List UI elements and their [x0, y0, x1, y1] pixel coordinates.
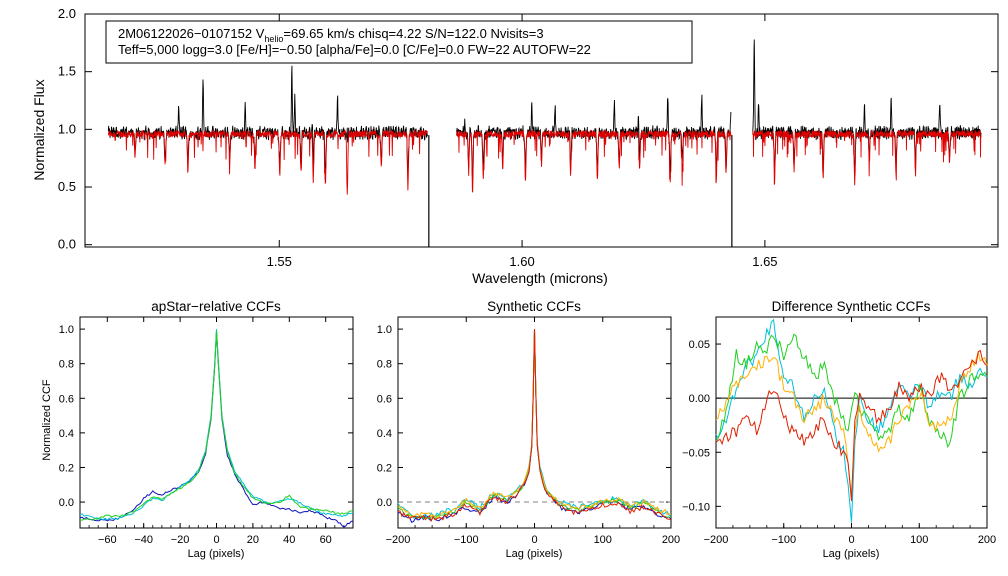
spectrum-lines	[107, 39, 982, 247]
difference-ccf-lines	[715, 318, 988, 523]
y-tick-label: 0.4	[59, 428, 74, 440]
y-tick-label: 0.05	[689, 339, 710, 351]
ccf-series-visit-1	[715, 318, 988, 523]
spectrum-panel: 1.55 1.60 1.65 0.0 0.5 1.0 1.5 2.0 2M06122026−0…	[31, 6, 999, 286]
y-tick-label: 1.5	[58, 64, 76, 79]
apstar-ccf-title: apStar−relative CCFs	[151, 299, 281, 314]
synthetic-ccf-title: Synthetic CCFs	[487, 299, 581, 314]
x-tick-label: 0	[531, 534, 537, 546]
ccf-series-visit-4	[397, 329, 672, 519]
x-tick-label: 100	[594, 534, 612, 546]
ccf-series-visit-3	[397, 329, 672, 521]
annotation-box	[105, 20, 693, 64]
x-tick-label: 200	[978, 534, 996, 546]
x-tick-label: 1.65	[752, 254, 777, 269]
x-tick-label: 60	[320, 534, 332, 546]
x-tick-label: 200	[662, 534, 680, 546]
spectrum-y-label: Normalized Flux	[31, 79, 47, 180]
spectrum-x-label: Wavelength (microns)	[472, 270, 608, 286]
annotation-line-2: Teff=5,000 logg=3.0 [Fe/H]=−0.50 [alpha/…	[118, 42, 591, 57]
x-tick-label: 0	[848, 534, 854, 546]
x-tick-label: 1.60	[509, 254, 534, 269]
y-tick-label: 0.0	[58, 237, 76, 252]
y-tick-label: 0.0	[59, 497, 74, 509]
y-tick-label: 0.8	[59, 359, 74, 371]
synthetic-ccf-lines	[397, 329, 672, 524]
y-tick-label: 0.0	[377, 497, 392, 509]
x-tick-label: 100	[910, 534, 928, 546]
apstar-ccf-x-label: Lag (pixels)	[188, 548, 245, 560]
apstar-ccf-ticks: −60 −40 −20 0 20 40 60 0.0 0.2 0.4 0.6 0.8 1.0	[59, 317, 354, 546]
y-tick-label: −0.05	[682, 447, 710, 459]
y-tick-label: −0.10	[682, 501, 710, 513]
y-tick-label: 0.4	[377, 428, 392, 440]
x-tick-label: −40	[134, 534, 153, 546]
x-tick-label: −200	[386, 534, 411, 546]
ccf-series-visit-2	[79, 329, 354, 521]
y-tick-label: 1.0	[58, 121, 76, 136]
y-tick-label: 0.00	[689, 393, 710, 405]
observed-spectrum-chip-2	[456, 94, 732, 179]
synthetic-ccf-x-label: Lag (pixels)	[506, 548, 563, 560]
apstar-ccf-panel: −60 −40 −20 0 20 40 60 0.0 0.2 0.4 0.6 0.8 1.0 apSta…	[41, 299, 354, 560]
y-tick-label: 0.5	[58, 179, 76, 194]
ccf-series-visit-5	[397, 329, 672, 523]
synthetic-spectrum-chip-1	[107, 129, 428, 195]
x-tick-label: −100	[454, 534, 479, 546]
observed-spectrum-chip-1	[107, 65, 428, 181]
synthetic-spectrum-chip-3	[752, 128, 982, 186]
x-tick-label: 20	[247, 534, 259, 546]
synthetic-ccf-panel: −200 −100 0 100 200 0.0 0.2 0.4 0.6 0.8 1.0 Synthe…	[377, 299, 680, 560]
y-tick-label: 0.2	[377, 462, 392, 474]
apstar-ccf-lines	[79, 329, 354, 528]
y-tick-label: 1.0	[59, 324, 74, 336]
ccf-series-visit-3	[715, 350, 988, 496]
synthetic-spectrum-chip-2	[456, 128, 732, 193]
x-tick-label: 0	[213, 534, 219, 546]
y-tick-label: 0.2	[59, 462, 74, 474]
ccf-series-visit-2	[397, 329, 672, 519]
x-tick-label: 40	[283, 534, 295, 546]
ccf-series-visit-1	[397, 329, 672, 524]
y-tick-label: 1.0	[377, 324, 392, 336]
difference-ccf-panel: −200 −100 0 100 200 −0.10 −0.05 0.00 0.05 Differ…	[682, 299, 996, 560]
annotation-line-1: 2M06122026−0107152 Vhelio=69.65 km/s chi…	[118, 26, 544, 44]
x-tick-label: 1.55	[267, 254, 292, 269]
apstar-ccf-frame	[79, 316, 354, 529]
x-tick-label: −60	[98, 534, 117, 546]
y-tick-label: 0.6	[59, 393, 74, 405]
difference-ccf-ticks: −200 −100 0 100 200 −0.10 −0.05 0.00 0.05	[682, 317, 996, 546]
x-tick-label: −20	[171, 534, 190, 546]
spectrum-frame	[84, 13, 999, 248]
x-tick-label: −100	[771, 534, 796, 546]
observed-spectrum-chip-3	[752, 39, 982, 176]
ccf-series-visit-3	[79, 330, 354, 521]
difference-ccf-x-label: Lag (pixels)	[823, 548, 880, 560]
difference-ccf-title: Difference Synthetic CCFs	[772, 299, 931, 314]
x-tick-label: −200	[704, 534, 729, 546]
ccf-series-visit-1	[79, 330, 354, 528]
ccf-series-visit-4	[715, 349, 988, 501]
y-tick-label: 2.0	[58, 6, 76, 21]
spectrum-ticks: 1.55 1.60 1.65 0.0 0.5 1.0 1.5 2.0	[58, 6, 998, 269]
y-tick-label: 0.6	[377, 393, 392, 405]
y-tick-label: 0.8	[377, 359, 392, 371]
ccf-series-visit-2	[715, 333, 988, 448]
apstar-ccf-y-label: Normalized CCF	[41, 379, 53, 461]
